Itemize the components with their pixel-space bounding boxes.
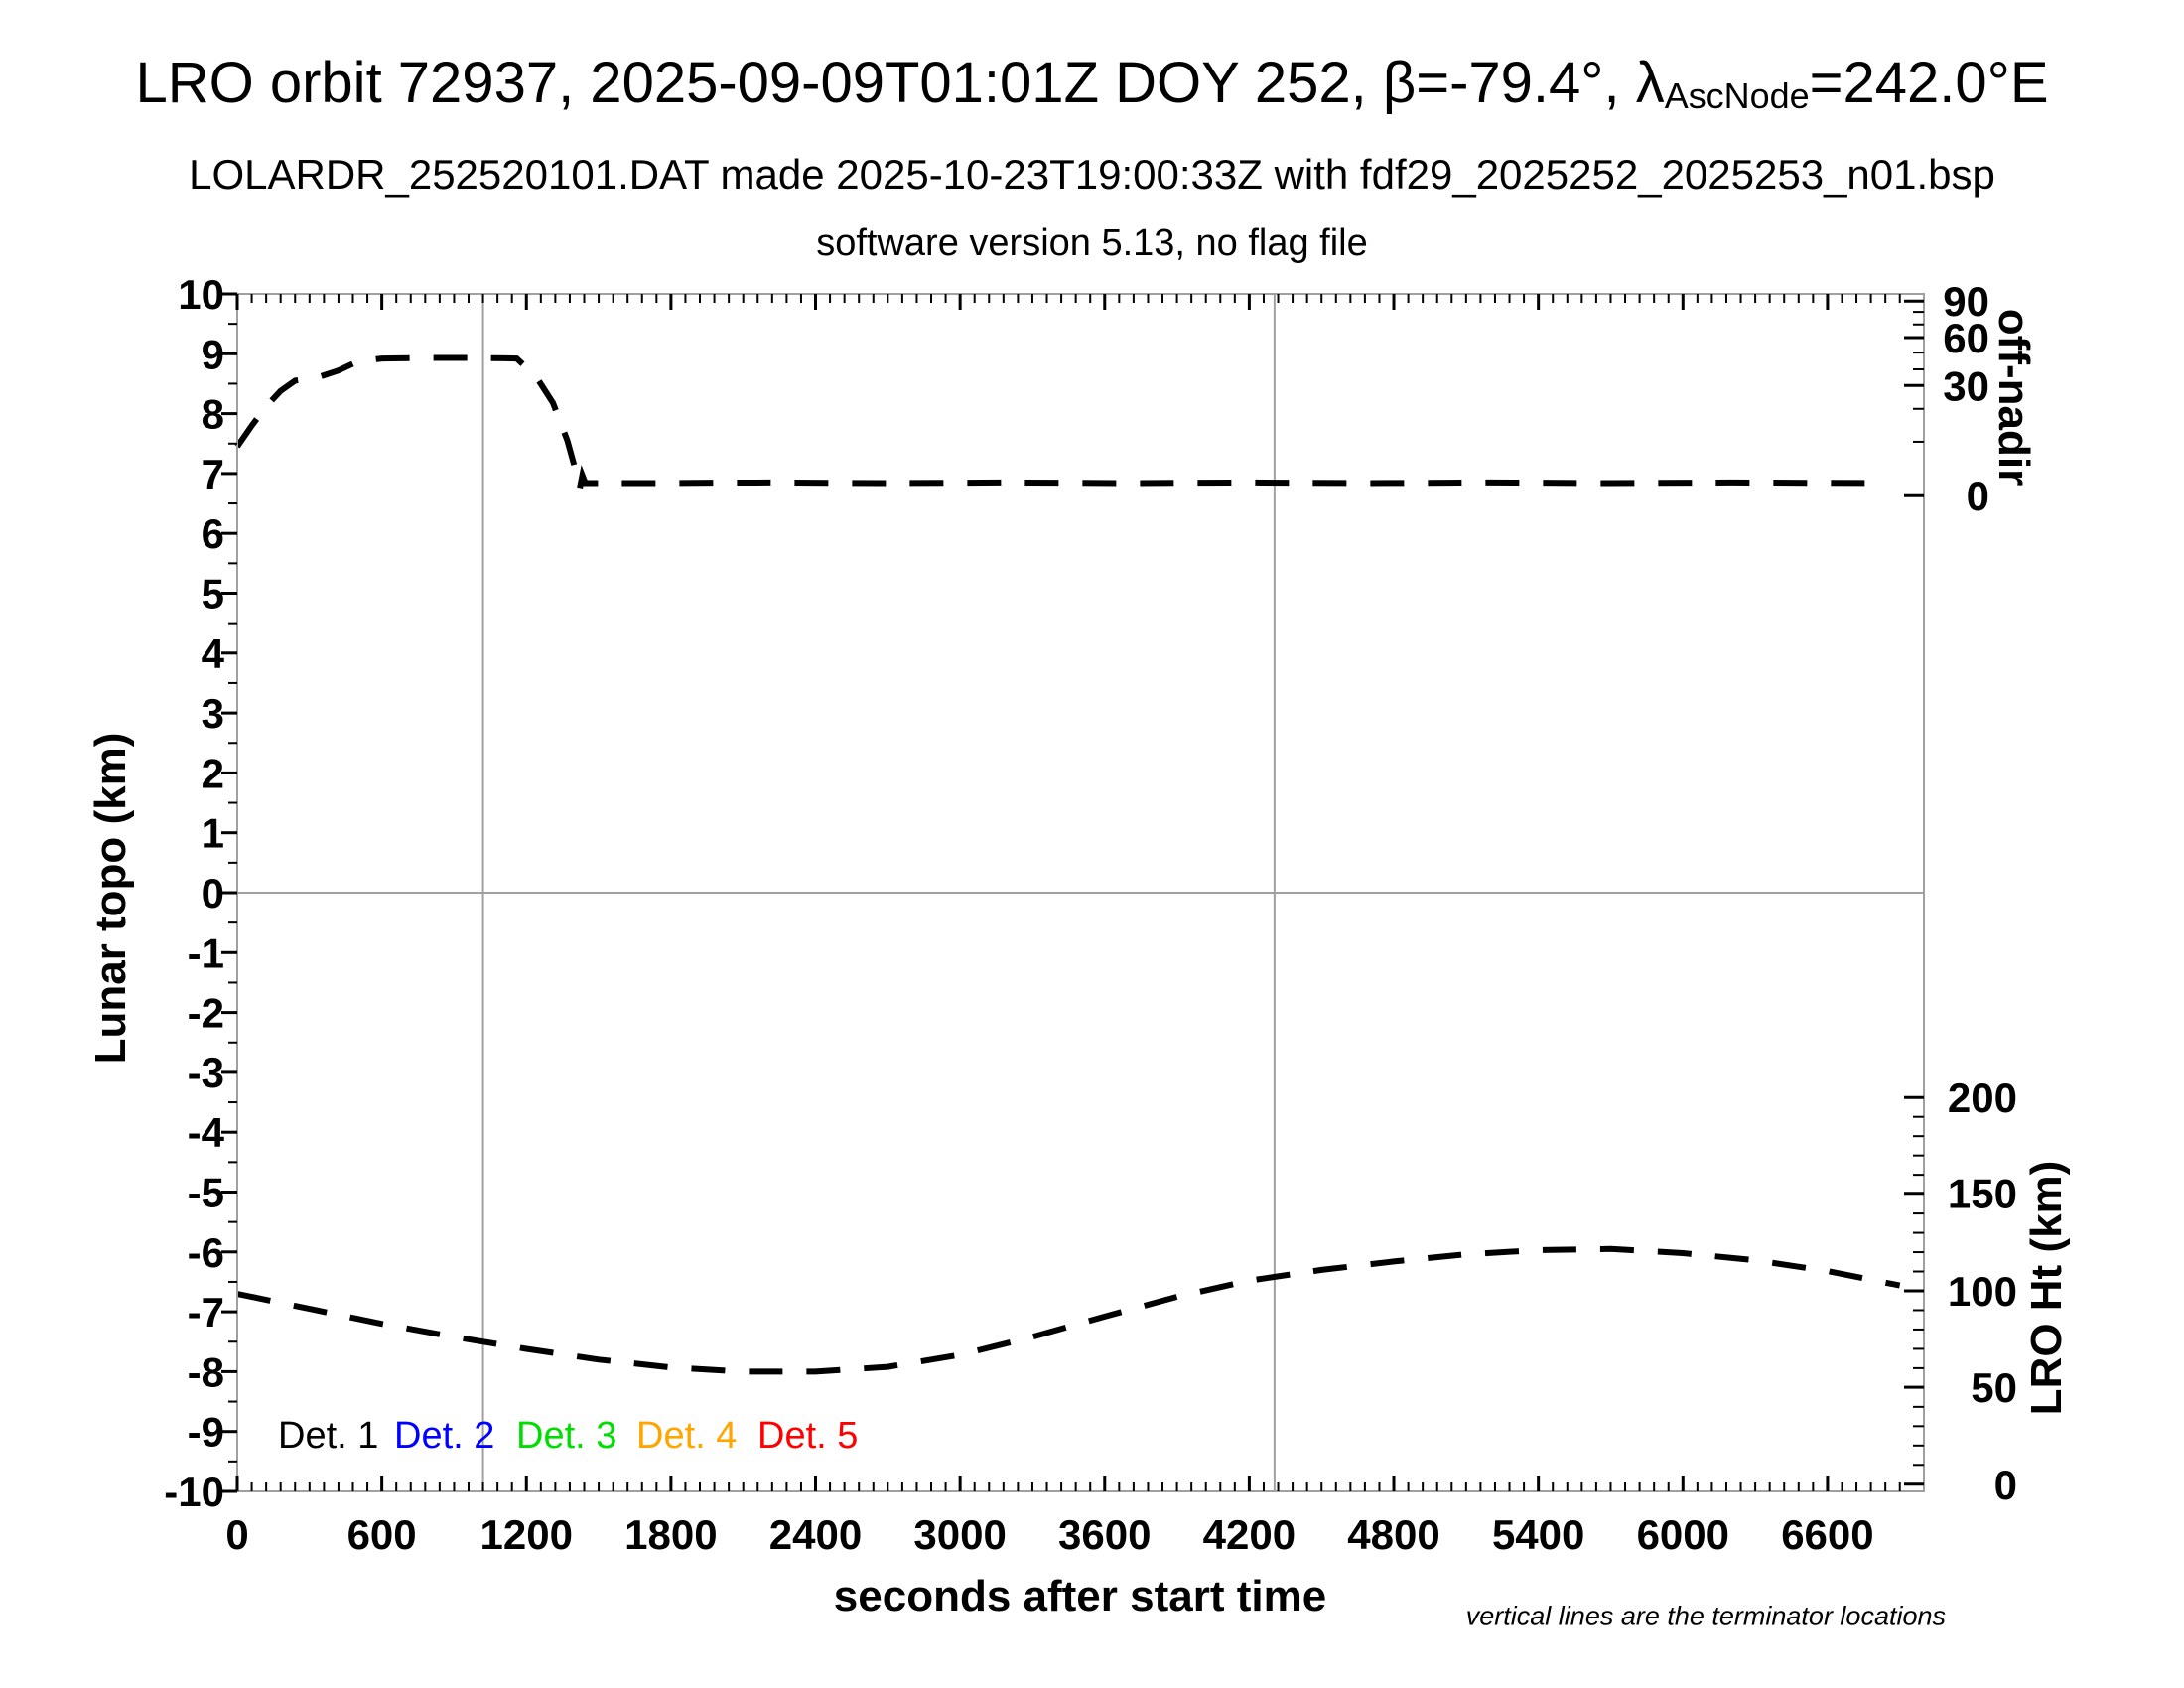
title-text-main: LRO orbit 72937, 2025-09-09T01:01Z DOY 2… — [135, 51, 1665, 115]
terminator-footnote: vertical lines are the terminator locati… — [1465, 1601, 1946, 1631]
x-tick-label: 3000 — [913, 1511, 1006, 1558]
legend-item-det-4: Det. 4 — [636, 1415, 738, 1457]
curve-off-nadir — [234, 354, 1888, 490]
lro-ht-tick-label: 100 — [1948, 1268, 2017, 1315]
off-nadir-tick-label: 90 — [1943, 278, 1989, 325]
y-axis-title-lro-ht: LRO Ht (km) — [2022, 1160, 2071, 1416]
page-title: LRO orbit 72937, 2025-09-09T01:01Z DOY 2… — [0, 50, 2184, 116]
y-tick-label: 8 — [202, 391, 224, 438]
lro-ht-tick-label: 200 — [1948, 1074, 2017, 1121]
y-tick-label: -10 — [164, 1469, 224, 1515]
y-tick-label: 7 — [202, 451, 224, 497]
subtitle-software-version: software version 5.13, no flag file — [816, 222, 1368, 264]
y-tick-label: 0 — [202, 870, 224, 916]
off-nadir-tick-label: 30 — [1943, 362, 1989, 409]
y-tick-label: 9 — [202, 331, 224, 377]
legend-item-det-1: Det. 1 — [278, 1415, 379, 1457]
y-axis-title-left: Lunar topo (km) — [86, 732, 135, 1065]
lro-ht-tick-label: 150 — [1948, 1171, 2017, 1217]
x-tick-label: 4200 — [1203, 1511, 1296, 1558]
y-tick-label: -5 — [188, 1170, 224, 1216]
y-tick-label: -8 — [188, 1348, 224, 1395]
x-tick-label: 1800 — [624, 1511, 717, 1558]
y-tick-label: 4 — [202, 631, 225, 677]
y-tick-label: -9 — [188, 1409, 224, 1456]
y-axis-title-off-nadir: off-nadir — [1989, 308, 2038, 487]
y-tick-label: -2 — [188, 990, 224, 1037]
y-tick-label: 10 — [178, 271, 224, 318]
x-tick-label: 5400 — [1492, 1511, 1584, 1558]
y-tick-label: -3 — [188, 1050, 224, 1096]
y-tick-label: 3 — [202, 690, 224, 737]
y-tick-label: -7 — [188, 1289, 224, 1336]
x-axis-title: seconds after start time — [833, 1572, 1327, 1620]
x-tick-label: 4800 — [1347, 1511, 1439, 1558]
x-tick-label: 0 — [225, 1511, 248, 1558]
y-tick-label: -6 — [188, 1229, 224, 1276]
off-nadir-tick-label: 60 — [1943, 315, 1989, 361]
y-tick-label: -1 — [188, 929, 224, 976]
x-tick-label: 6000 — [1637, 1511, 1729, 1558]
y-tick-label: 1 — [202, 810, 224, 857]
x-tick-label: 600 — [347, 1511, 417, 1558]
title-text-tail: =242.0°E — [1809, 51, 2049, 115]
legend-item-det-5: Det. 5 — [757, 1415, 859, 1457]
legend-item-det-2: Det. 2 — [394, 1415, 495, 1457]
x-tick-label: 3600 — [1058, 1511, 1151, 1558]
y-tick-label: -4 — [188, 1109, 225, 1156]
subtitle-data-file: LOLARDR_252520101.DAT made 2025-10-23T19… — [189, 151, 1995, 198]
off-nadir-tick-label: 0 — [1967, 473, 1989, 519]
lro-ht-tick-label: 0 — [1994, 1462, 2017, 1508]
curve-lro-height — [236, 1245, 1901, 1375]
legend-item-det-3: Det. 3 — [516, 1415, 617, 1457]
lro-ht-tick-label: 50 — [1971, 1364, 2017, 1411]
x-tick-label: 2400 — [769, 1511, 862, 1558]
x-tick-label: 6600 — [1781, 1511, 1873, 1558]
x-tick-label: 1200 — [480, 1511, 573, 1558]
y-tick-label: 6 — [202, 510, 224, 557]
title-subscript-ascnode: AscNode — [1664, 75, 1810, 117]
y-tick-label: 5 — [202, 571, 224, 618]
y-tick-label: 2 — [202, 750, 224, 796]
